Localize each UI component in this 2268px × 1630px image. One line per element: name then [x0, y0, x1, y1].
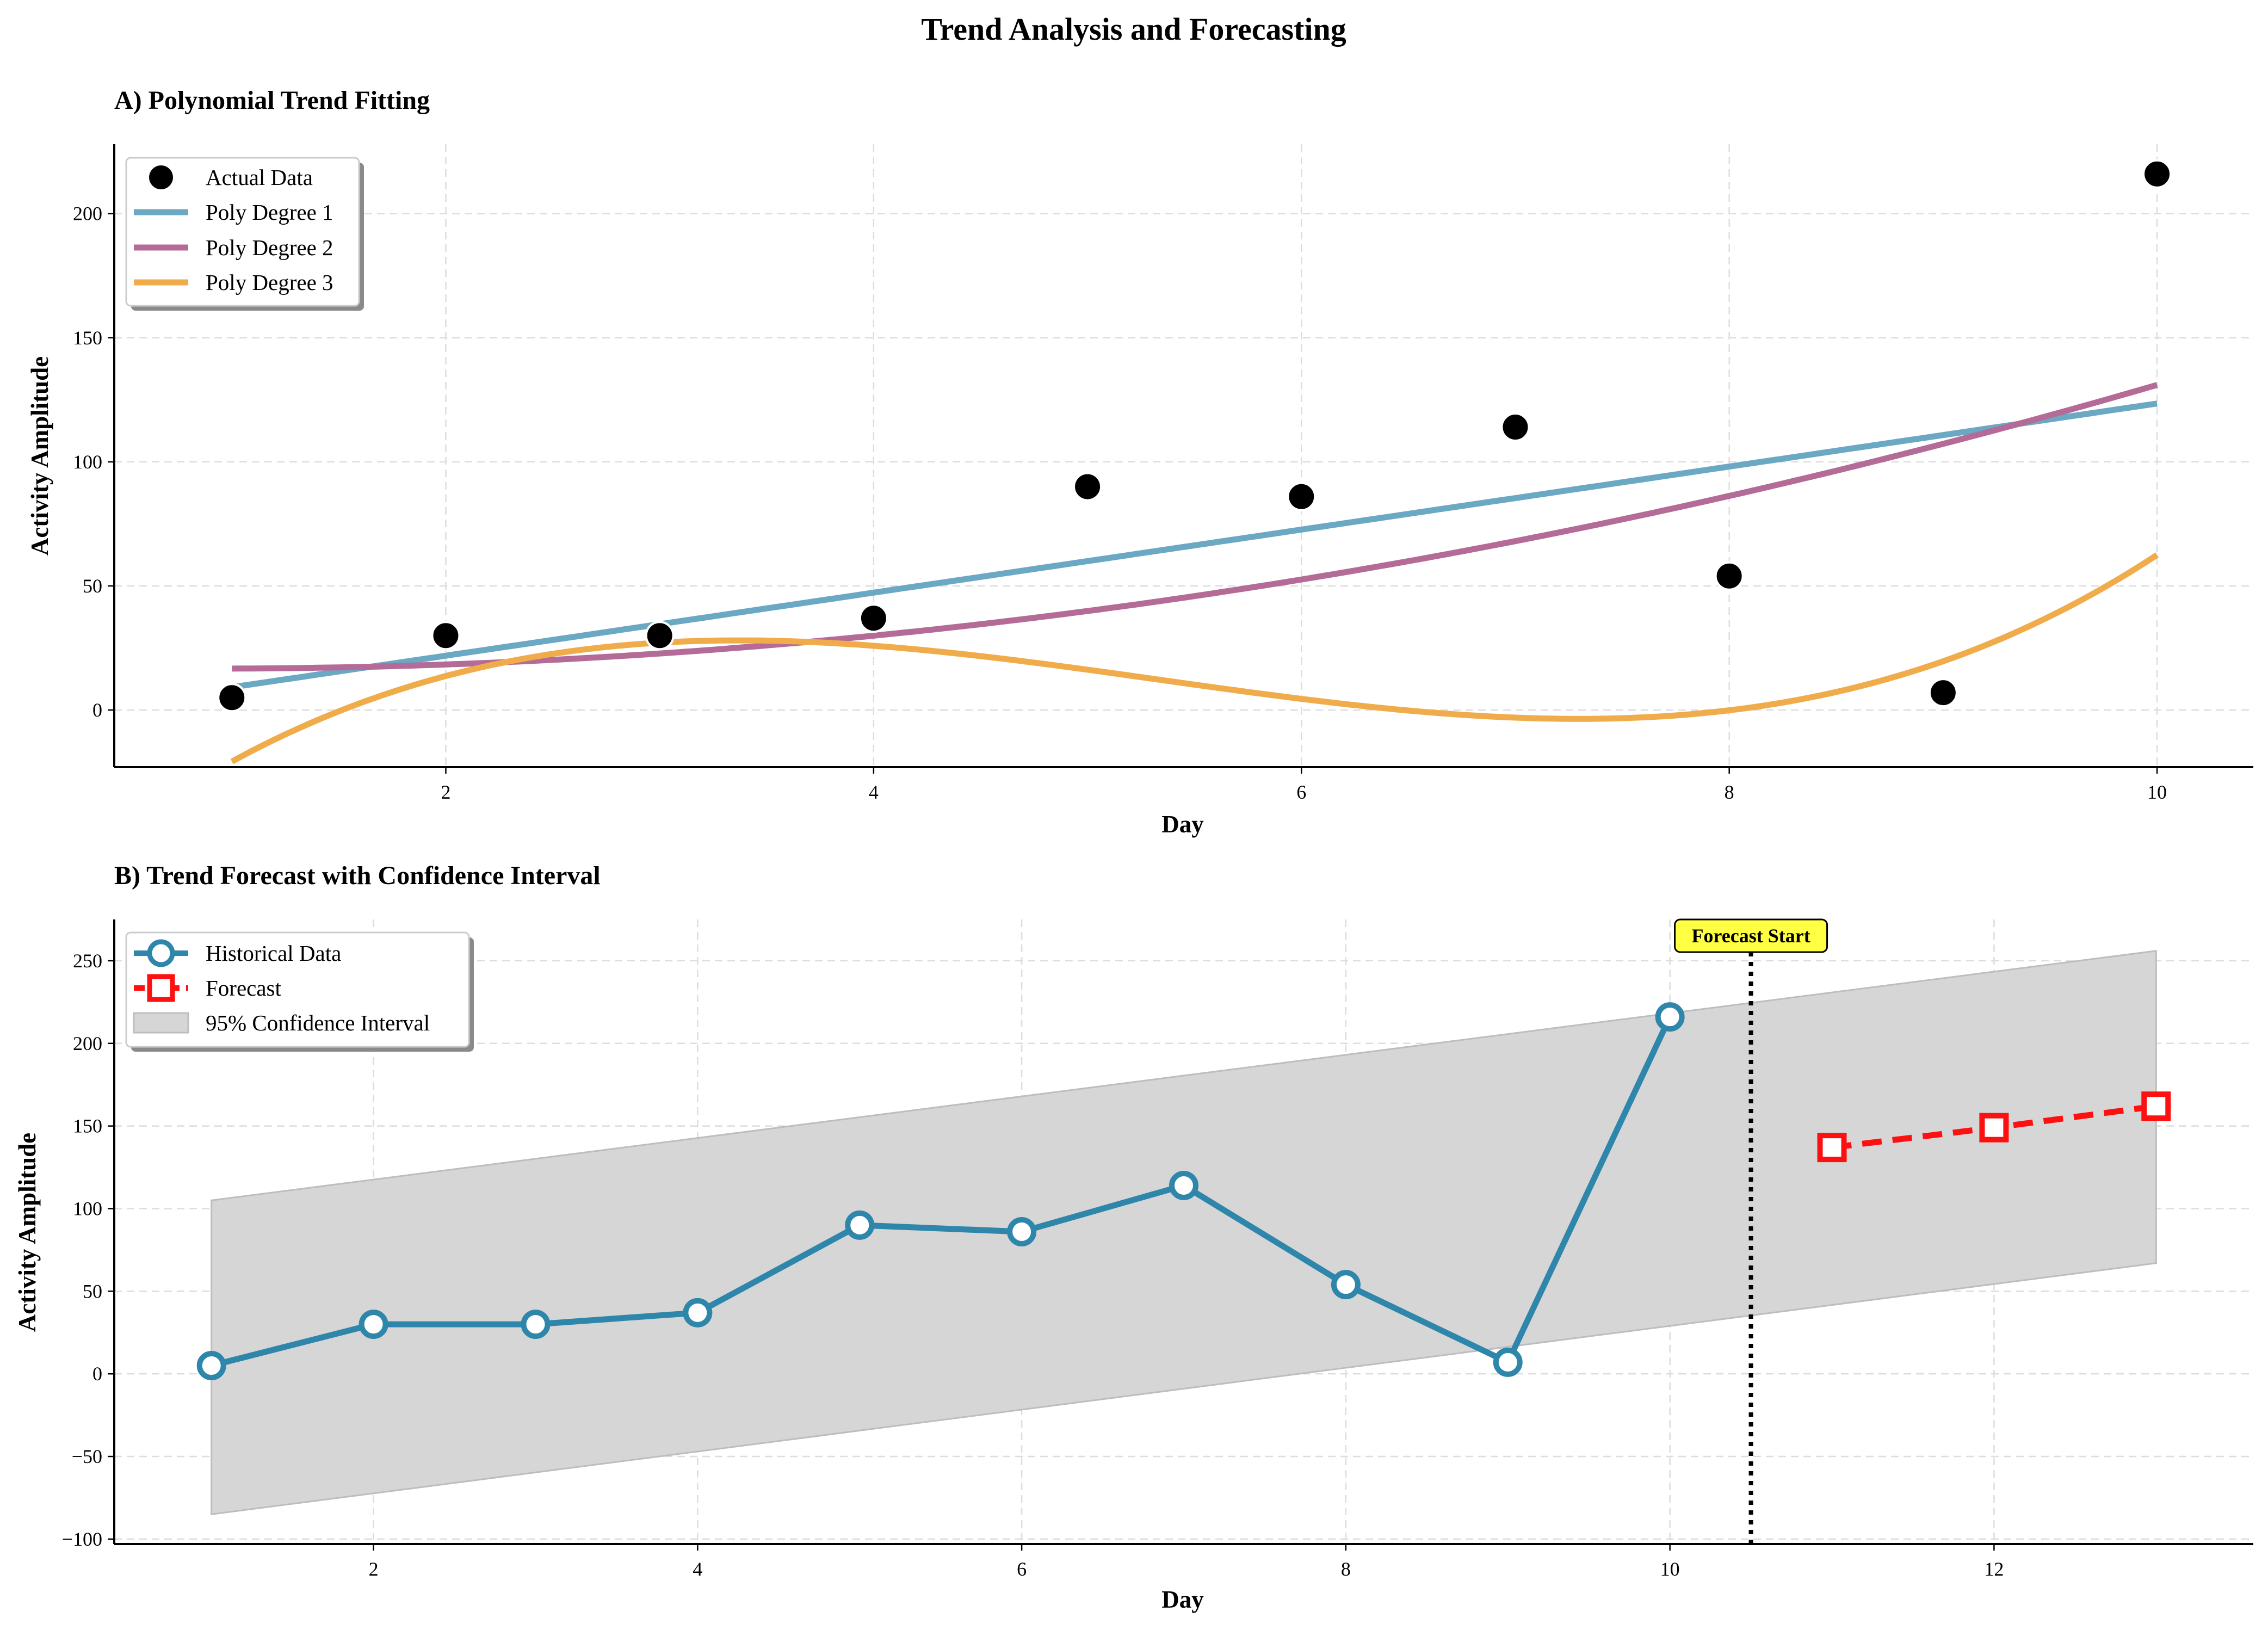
panel-a-axes	[113, 144, 2253, 768]
y-tick-label: 0	[92, 1363, 102, 1385]
y-tick-label: 200	[73, 1033, 102, 1054]
historical-point	[1169, 1170, 1198, 1200]
legend-box	[125, 157, 360, 307]
x-tick-label: 2	[441, 781, 450, 803]
fit-line-degree-2	[232, 382, 2158, 672]
panel-b-ticks: 2 4 6 8 10 12 −100 −50 0 50 100 150 200 250	[62, 950, 2004, 1580]
y-tick-label: 100	[73, 451, 102, 473]
y-tick-label: 200	[73, 203, 102, 225]
x-tick-label: 10	[1660, 1558, 1680, 1580]
data-point	[858, 603, 888, 633]
fit-line-degree-3	[230, 552, 2159, 764]
panel-a-ylabel: Activity Amplitude	[26, 356, 53, 555]
panel-a: A) Polynomial Trend Fitting 2 4 6 8 10050100…	[26, 86, 2253, 838]
historical-point	[683, 1298, 713, 1328]
forecast-start-label: Forecast Start	[1691, 925, 1810, 947]
y-tick-label: 50	[83, 575, 102, 597]
legend-label: Forecast	[206, 975, 282, 1001]
y-tick-label: −50	[72, 1446, 102, 1467]
figure-title: Trend Analysis and Forecasting	[921, 11, 1346, 47]
legend-marker-forecast	[147, 974, 175, 1002]
panel-a-title: A) Polynomial Trend Fitting	[114, 86, 430, 115]
data-point	[1928, 678, 1958, 708]
legend-label: Poly Degree 2	[206, 235, 333, 260]
y-tick-label: 50	[83, 1280, 102, 1302]
y-tick-label: 150	[73, 327, 102, 349]
forecast-start-box	[1674, 918, 1828, 953]
legend-label: Poly Degree 1	[206, 200, 333, 225]
historical-point	[845, 1210, 875, 1240]
data-point	[1500, 412, 1530, 442]
forecast-point	[2141, 1091, 2171, 1121]
panel-b-axes	[113, 919, 2253, 1545]
data-point	[645, 621, 675, 651]
legend-label: Historical Data	[206, 941, 341, 966]
y-tick-label: 150	[73, 1115, 102, 1137]
x-tick-label: 6	[1296, 781, 1306, 803]
data-point	[1287, 481, 1317, 511]
legend-marker-historical	[147, 939, 175, 967]
legend-patch-ci	[133, 1012, 189, 1034]
x-tick-label: 12	[1984, 1558, 2004, 1580]
forecast-point	[1817, 1133, 1847, 1163]
legend-label: 95% Confidence Interval	[206, 1010, 430, 1035]
legend-box	[125, 931, 470, 1048]
panel-b-title: B) Trend Forecast with Confidence Interv…	[114, 861, 601, 890]
data-point	[217, 683, 247, 713]
x-tick-label: 2	[369, 1558, 379, 1580]
panel-a-xlabel: Day	[1161, 811, 1204, 838]
legend-label: Actual Data	[206, 165, 313, 190]
panel-b-annotation: Forecast Start	[1674, 918, 1828, 1544]
historical-point	[1655, 1002, 1685, 1032]
panel-b-points	[196, 1002, 2171, 1380]
historical-line	[211, 1015, 1673, 1369]
panel-b: B) Trend Forecast with Confidence Interv…	[14, 861, 2253, 1613]
panel-a-grid	[114, 144, 2253, 767]
x-tick-label: 8	[1341, 1558, 1351, 1580]
x-tick-label: 10	[2147, 781, 2167, 803]
historical-point	[1493, 1347, 1523, 1377]
y-tick-label: 250	[73, 950, 102, 972]
panel-b-confidence-band	[211, 949, 2157, 1516]
historical-point	[521, 1310, 551, 1339]
data-point	[1073, 472, 1103, 502]
x-tick-label: 6	[1017, 1558, 1027, 1580]
y-tick-label: 100	[73, 1197, 102, 1219]
historical-point	[196, 1351, 226, 1380]
y-tick-label: 0	[92, 699, 102, 721]
y-tick-label: −100	[62, 1528, 102, 1550]
x-tick-label: 4	[693, 1558, 702, 1580]
legend-marker-actual	[147, 163, 175, 192]
historical-point	[1331, 1270, 1361, 1300]
panel-a-points	[217, 159, 2172, 713]
panel-a-fit-lines	[230, 382, 2159, 764]
data-point	[1714, 561, 1744, 591]
data-point	[431, 621, 461, 651]
panel-a-legend: Actual Data Poly Degree 1 Poly Degree 2 Pol…	[125, 157, 364, 311]
panel-b-xlabel: Day	[1161, 1586, 1204, 1613]
confidence-band	[211, 949, 2157, 1516]
panel-b-legend: Historical Data Forecast 95% Confidence In…	[125, 931, 474, 1052]
historical-point	[1007, 1217, 1037, 1246]
forecast-point	[1979, 1113, 2009, 1143]
legend-label: Poly Degree 3	[206, 270, 333, 295]
panel-b-ylabel: Activity Amplitude	[14, 1133, 41, 1332]
x-tick-label: 8	[1725, 781, 1734, 803]
fit-line-degree-1	[231, 400, 2158, 690]
x-tick-label: 4	[869, 781, 879, 803]
data-point	[2142, 159, 2172, 189]
historical-point	[359, 1310, 388, 1339]
